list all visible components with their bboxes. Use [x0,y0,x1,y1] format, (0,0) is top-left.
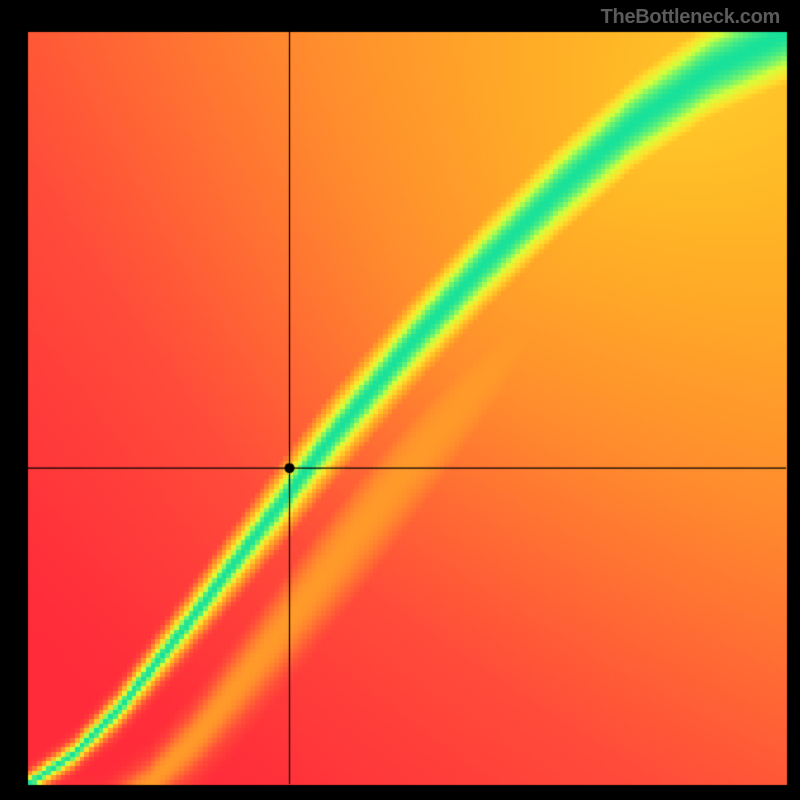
watermark-text: TheBottleneck.com [601,6,780,29]
